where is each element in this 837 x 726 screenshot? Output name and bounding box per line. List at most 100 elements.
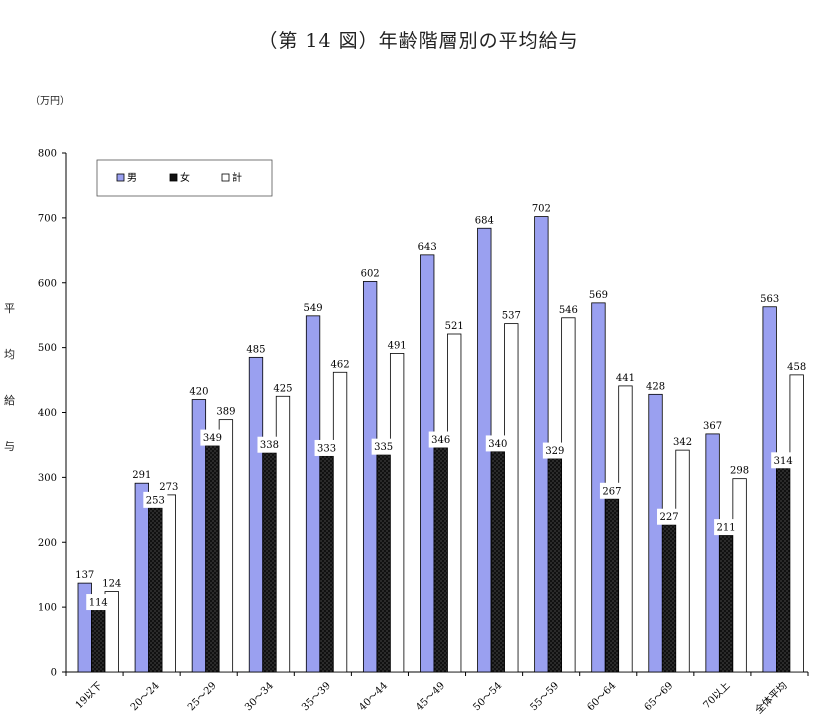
total-bar xyxy=(789,374,804,673)
male-data-label: 137 xyxy=(75,570,94,581)
total-data-label: 458 xyxy=(787,362,806,373)
legend-label: 計 xyxy=(232,171,242,184)
total-data-label: 537 xyxy=(502,311,521,322)
x-tick-label: 65～69 xyxy=(643,680,676,713)
legend-swatch xyxy=(221,173,230,182)
male-bar xyxy=(762,306,777,673)
y-tick-label: 800 xyxy=(38,149,57,160)
legend-label: 女 xyxy=(180,171,190,184)
female-data-label-box xyxy=(542,442,567,459)
total-bar xyxy=(161,494,176,673)
female-bar xyxy=(433,447,448,673)
total-bar xyxy=(618,385,633,673)
total-bar xyxy=(561,317,576,673)
female-data-label-box xyxy=(771,452,796,469)
total-data-label: 462 xyxy=(331,359,350,370)
male-data-label: 569 xyxy=(589,290,608,301)
female-bar xyxy=(490,451,505,673)
y-tick-label: 0 xyxy=(51,668,57,679)
male-data-label: 702 xyxy=(532,204,551,215)
female-bar xyxy=(319,455,334,673)
x-tick-label: 40～44 xyxy=(357,680,390,713)
y-tick-label: 600 xyxy=(38,278,57,289)
female-bar xyxy=(547,458,563,673)
total-bar xyxy=(675,449,690,673)
y-tick-label: 500 xyxy=(38,343,57,354)
female-data-label: 335 xyxy=(374,442,393,453)
total-bar xyxy=(504,323,519,673)
male-data-label: 420 xyxy=(189,387,208,398)
male-bar xyxy=(362,281,378,673)
total-data-label: 124 xyxy=(102,579,121,590)
female-data-label: 329 xyxy=(545,446,564,457)
total-data-label: 425 xyxy=(273,383,292,394)
y-tick-label: 100 xyxy=(38,603,57,614)
x-tick-label: 25～29 xyxy=(186,680,219,713)
female-data-label: 340 xyxy=(488,439,507,450)
male-bar xyxy=(134,482,149,673)
female-bar xyxy=(376,454,391,673)
male-data-label: 684 xyxy=(475,215,494,226)
male-data-label: 602 xyxy=(361,268,380,279)
total-bar xyxy=(447,333,462,673)
total-data-label: 389 xyxy=(216,407,235,418)
chart-title: （第 14 図）年齢階層別の平均給与 xyxy=(258,30,579,52)
total-data-label: 273 xyxy=(159,482,178,493)
x-tick-label: 50～54 xyxy=(471,680,504,713)
male-data-label: 549 xyxy=(304,303,323,314)
male-data-label: 643 xyxy=(418,242,437,253)
female-data-label: 333 xyxy=(317,443,336,454)
female-data-label-box xyxy=(200,429,225,446)
female-data-label: 267 xyxy=(602,486,621,497)
x-tick-label: 70以上 xyxy=(701,680,733,712)
total-data-label: 491 xyxy=(388,340,407,351)
male-bar xyxy=(705,433,720,673)
legend-box xyxy=(96,159,273,197)
female-data-label: 114 xyxy=(89,598,108,609)
female-data-label-box xyxy=(86,594,111,611)
total-data-label: 521 xyxy=(445,321,464,332)
y-axis-label-char: 均 xyxy=(4,348,15,361)
y-axis-label: 平 均 給 与 xyxy=(4,300,18,484)
female-data-label-box xyxy=(714,519,739,536)
female-data-label: 227 xyxy=(659,512,678,523)
male-data-label: 485 xyxy=(246,344,265,355)
y-tick-label: 400 xyxy=(38,408,57,419)
y-tick-label: 200 xyxy=(38,538,57,549)
female-data-label: 314 xyxy=(774,456,793,467)
legend-label: 男 xyxy=(127,172,137,184)
total-bar xyxy=(218,419,234,673)
total-bar xyxy=(332,371,348,673)
male-data-label: 367 xyxy=(703,421,722,432)
legend-swatch xyxy=(169,173,178,182)
female-data-label: 253 xyxy=(146,495,165,506)
female-data-label-box xyxy=(485,435,510,452)
female-data-label-box xyxy=(371,438,396,455)
y-tick-label: 700 xyxy=(38,213,57,224)
female-data-label: 338 xyxy=(260,440,279,451)
x-tick-label: 19以下 xyxy=(74,680,105,711)
female-bar xyxy=(604,498,620,673)
female-data-label-box xyxy=(314,439,339,456)
female-data-label-box xyxy=(657,508,682,525)
male-data-label: 428 xyxy=(646,381,665,392)
female-bar xyxy=(262,452,277,673)
total-bar xyxy=(732,478,747,673)
y-axis-label-char: 与 xyxy=(4,440,15,453)
female-data-label: 346 xyxy=(431,435,450,446)
male-bar xyxy=(648,393,663,673)
female-data-label-box xyxy=(257,436,282,453)
female-data-label: 211 xyxy=(717,523,736,534)
total-bar xyxy=(389,353,405,673)
total-data-label: 546 xyxy=(559,305,578,316)
x-tick-label: 35～39 xyxy=(300,680,333,713)
female-bar xyxy=(205,445,220,673)
total-bar xyxy=(275,395,291,673)
female-data-label-box xyxy=(143,491,168,508)
male-data-label: 291 xyxy=(132,470,151,481)
total-data-label: 441 xyxy=(616,373,635,384)
x-tick-label: 55～59 xyxy=(528,680,561,713)
female-data-label-box xyxy=(428,431,453,448)
y-tick-label: 300 xyxy=(38,473,57,484)
